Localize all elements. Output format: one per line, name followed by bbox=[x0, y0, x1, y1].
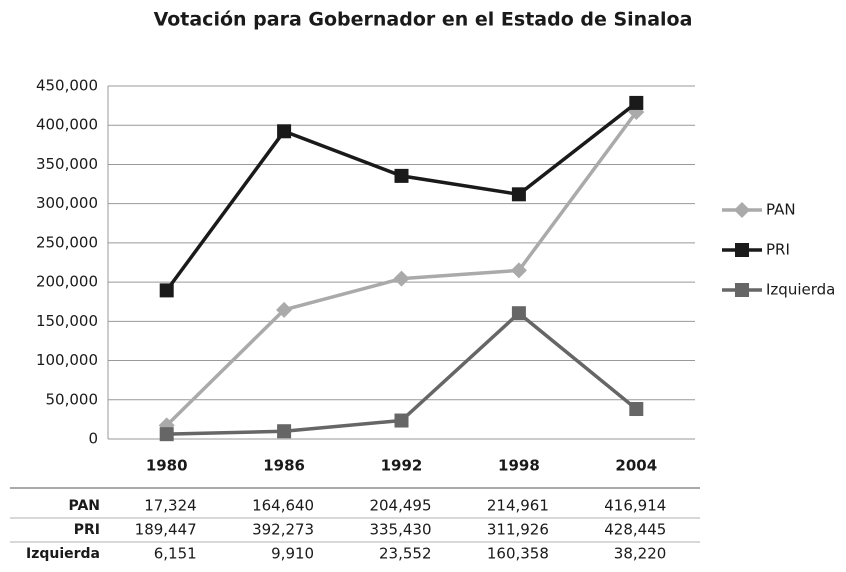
table-cell: 17,324 bbox=[144, 497, 197, 515]
data-point bbox=[511, 306, 526, 321]
table-cell: 428,445 bbox=[604, 521, 666, 539]
y-tick-label: 400,000 bbox=[36, 116, 98, 134]
data-point bbox=[276, 301, 293, 318]
data-point bbox=[159, 427, 174, 442]
table-row-label: Izquierda bbox=[26, 546, 100, 562]
series-line bbox=[165, 101, 638, 292]
legend-marker bbox=[734, 202, 750, 218]
table-cell: 23,552 bbox=[379, 545, 432, 563]
data-point bbox=[511, 187, 526, 202]
table-cell: 416,914 bbox=[604, 497, 666, 515]
legend-marker bbox=[735, 283, 749, 297]
data-point bbox=[510, 262, 527, 279]
data-point bbox=[629, 95, 644, 110]
data-point bbox=[394, 413, 409, 428]
table-cell: 9,910 bbox=[271, 545, 314, 563]
table-cell: 214,961 bbox=[487, 497, 549, 515]
table-cell: 164,640 bbox=[252, 497, 314, 515]
data-point bbox=[159, 283, 174, 298]
table-row-label: PAN bbox=[68, 498, 100, 514]
y-tick-label: 50,000 bbox=[46, 390, 99, 408]
y-tick-label: 0 bbox=[88, 430, 98, 448]
y-tick-label: 250,000 bbox=[36, 233, 98, 251]
data-point bbox=[629, 402, 644, 417]
table-cell: 160,358 bbox=[487, 545, 549, 563]
x-tick-label: 2004 bbox=[615, 457, 657, 475]
y-tick-label: 200,000 bbox=[36, 273, 98, 291]
legend-label: PAN bbox=[766, 201, 796, 219]
table-cell: 6,151 bbox=[154, 545, 197, 563]
y-tick-label: 100,000 bbox=[36, 351, 98, 369]
table-cell: 204,495 bbox=[369, 497, 431, 515]
table-cell: 311,926 bbox=[487, 521, 549, 539]
table-cell: 189,447 bbox=[135, 521, 197, 539]
y-tick-label: 150,000 bbox=[36, 312, 98, 330]
table-cell: 38,220 bbox=[614, 545, 667, 563]
y-tick-label: 350,000 bbox=[36, 155, 98, 173]
data-point bbox=[393, 270, 410, 287]
legend-label: PRI bbox=[766, 241, 790, 259]
x-tick-label: 1998 bbox=[498, 457, 540, 475]
x-tick-label: 1980 bbox=[146, 457, 188, 475]
legend-label: Izquierda bbox=[766, 281, 835, 299]
data-point bbox=[394, 168, 409, 183]
table-row-label: PRI bbox=[74, 522, 100, 538]
x-tick-label: 1986 bbox=[263, 457, 305, 475]
legend-marker bbox=[735, 243, 749, 257]
table-cell: 392,273 bbox=[252, 521, 314, 539]
table-cell: 335,430 bbox=[369, 521, 431, 539]
data-point bbox=[277, 424, 292, 439]
y-tick-label: 300,000 bbox=[36, 194, 98, 212]
chart-title: Votación para Gobernador en el Estado de… bbox=[154, 9, 693, 31]
x-tick-label: 1992 bbox=[381, 457, 423, 475]
y-tick-label: 450,000 bbox=[36, 77, 98, 95]
data-point bbox=[277, 124, 292, 139]
